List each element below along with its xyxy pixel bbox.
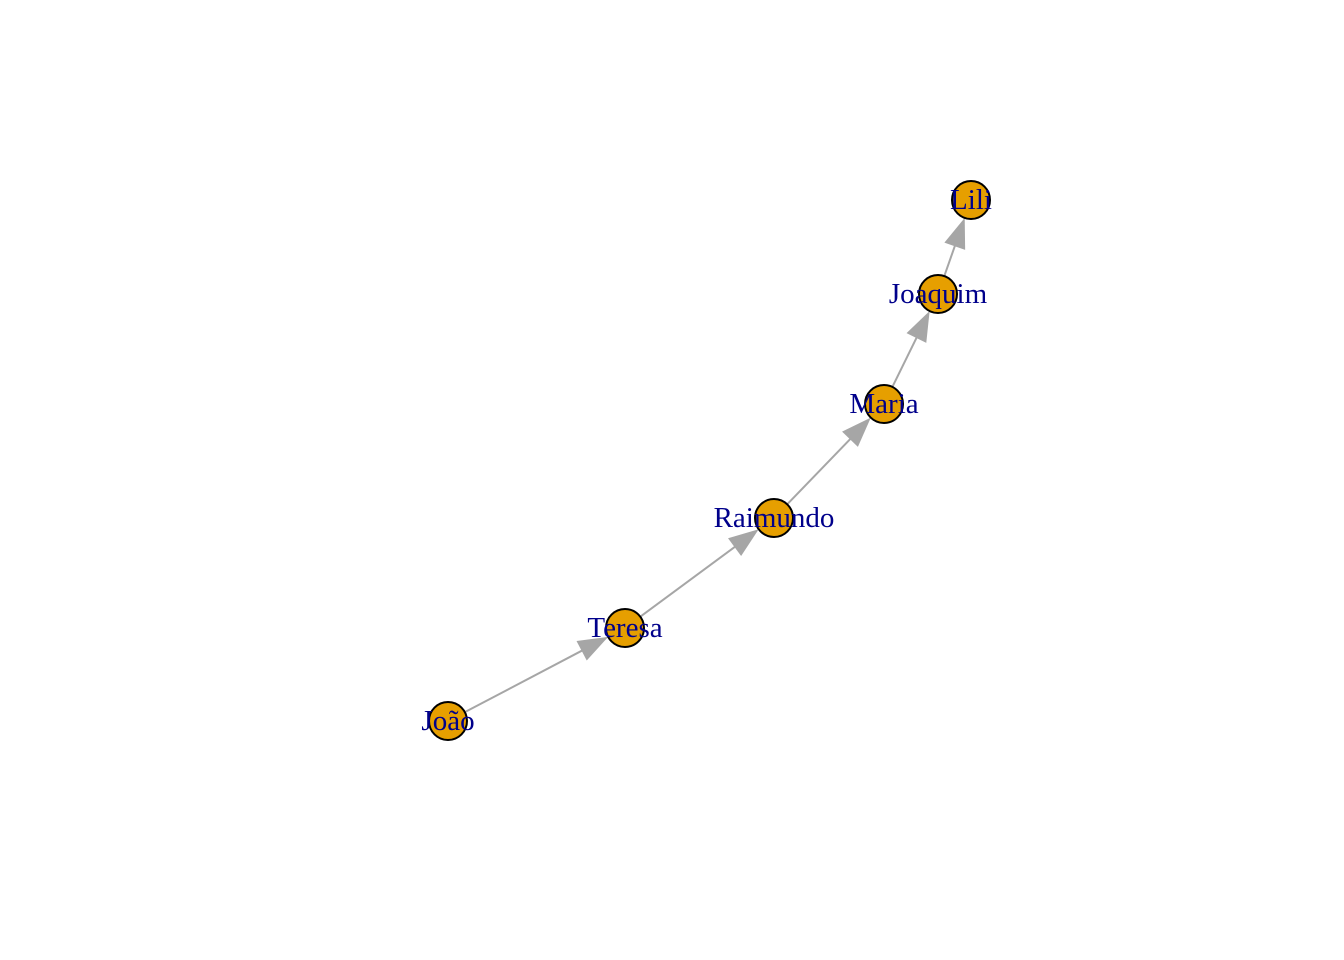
arrowhead-joao-teresa — [576, 636, 609, 661]
node-teresa[interactable] — [605, 608, 645, 648]
edge-joao-teresa — [464, 648, 586, 714]
node-label-joao: João — [421, 705, 474, 737]
arrowhead-maria-joaquim — [906, 311, 930, 343]
arrowhead-joaquim-lili — [944, 217, 966, 250]
edge-teresa-raimundo — [639, 543, 739, 618]
node-label-maria: Maria — [849, 388, 918, 420]
edges-layer — [464, 217, 966, 714]
node-joaquim[interactable] — [918, 274, 958, 314]
node-label-raimundo: Raimundo — [714, 502, 835, 534]
labels-layer: João Teresa Raimundo Maria Joaquim Lili — [421, 184, 992, 737]
node-maria[interactable] — [864, 384, 904, 424]
arrowhead-raimundo-maria — [842, 417, 871, 447]
edge-joaquim-lili — [943, 242, 958, 277]
edge-raimundo-maria — [786, 435, 854, 506]
node-joao[interactable] — [428, 701, 468, 741]
node-label-lili: Lili — [950, 184, 992, 216]
node-lili[interactable] — [951, 180, 991, 220]
edge-maria-joaquim — [891, 333, 920, 388]
nodes-layer — [428, 180, 991, 741]
node-label-joaquim: Joaquim — [889, 278, 988, 310]
arrowhead-teresa-raimundo — [728, 529, 759, 556]
node-raimundo[interactable] — [754, 498, 794, 538]
node-label-teresa: Teresa — [587, 612, 662, 644]
